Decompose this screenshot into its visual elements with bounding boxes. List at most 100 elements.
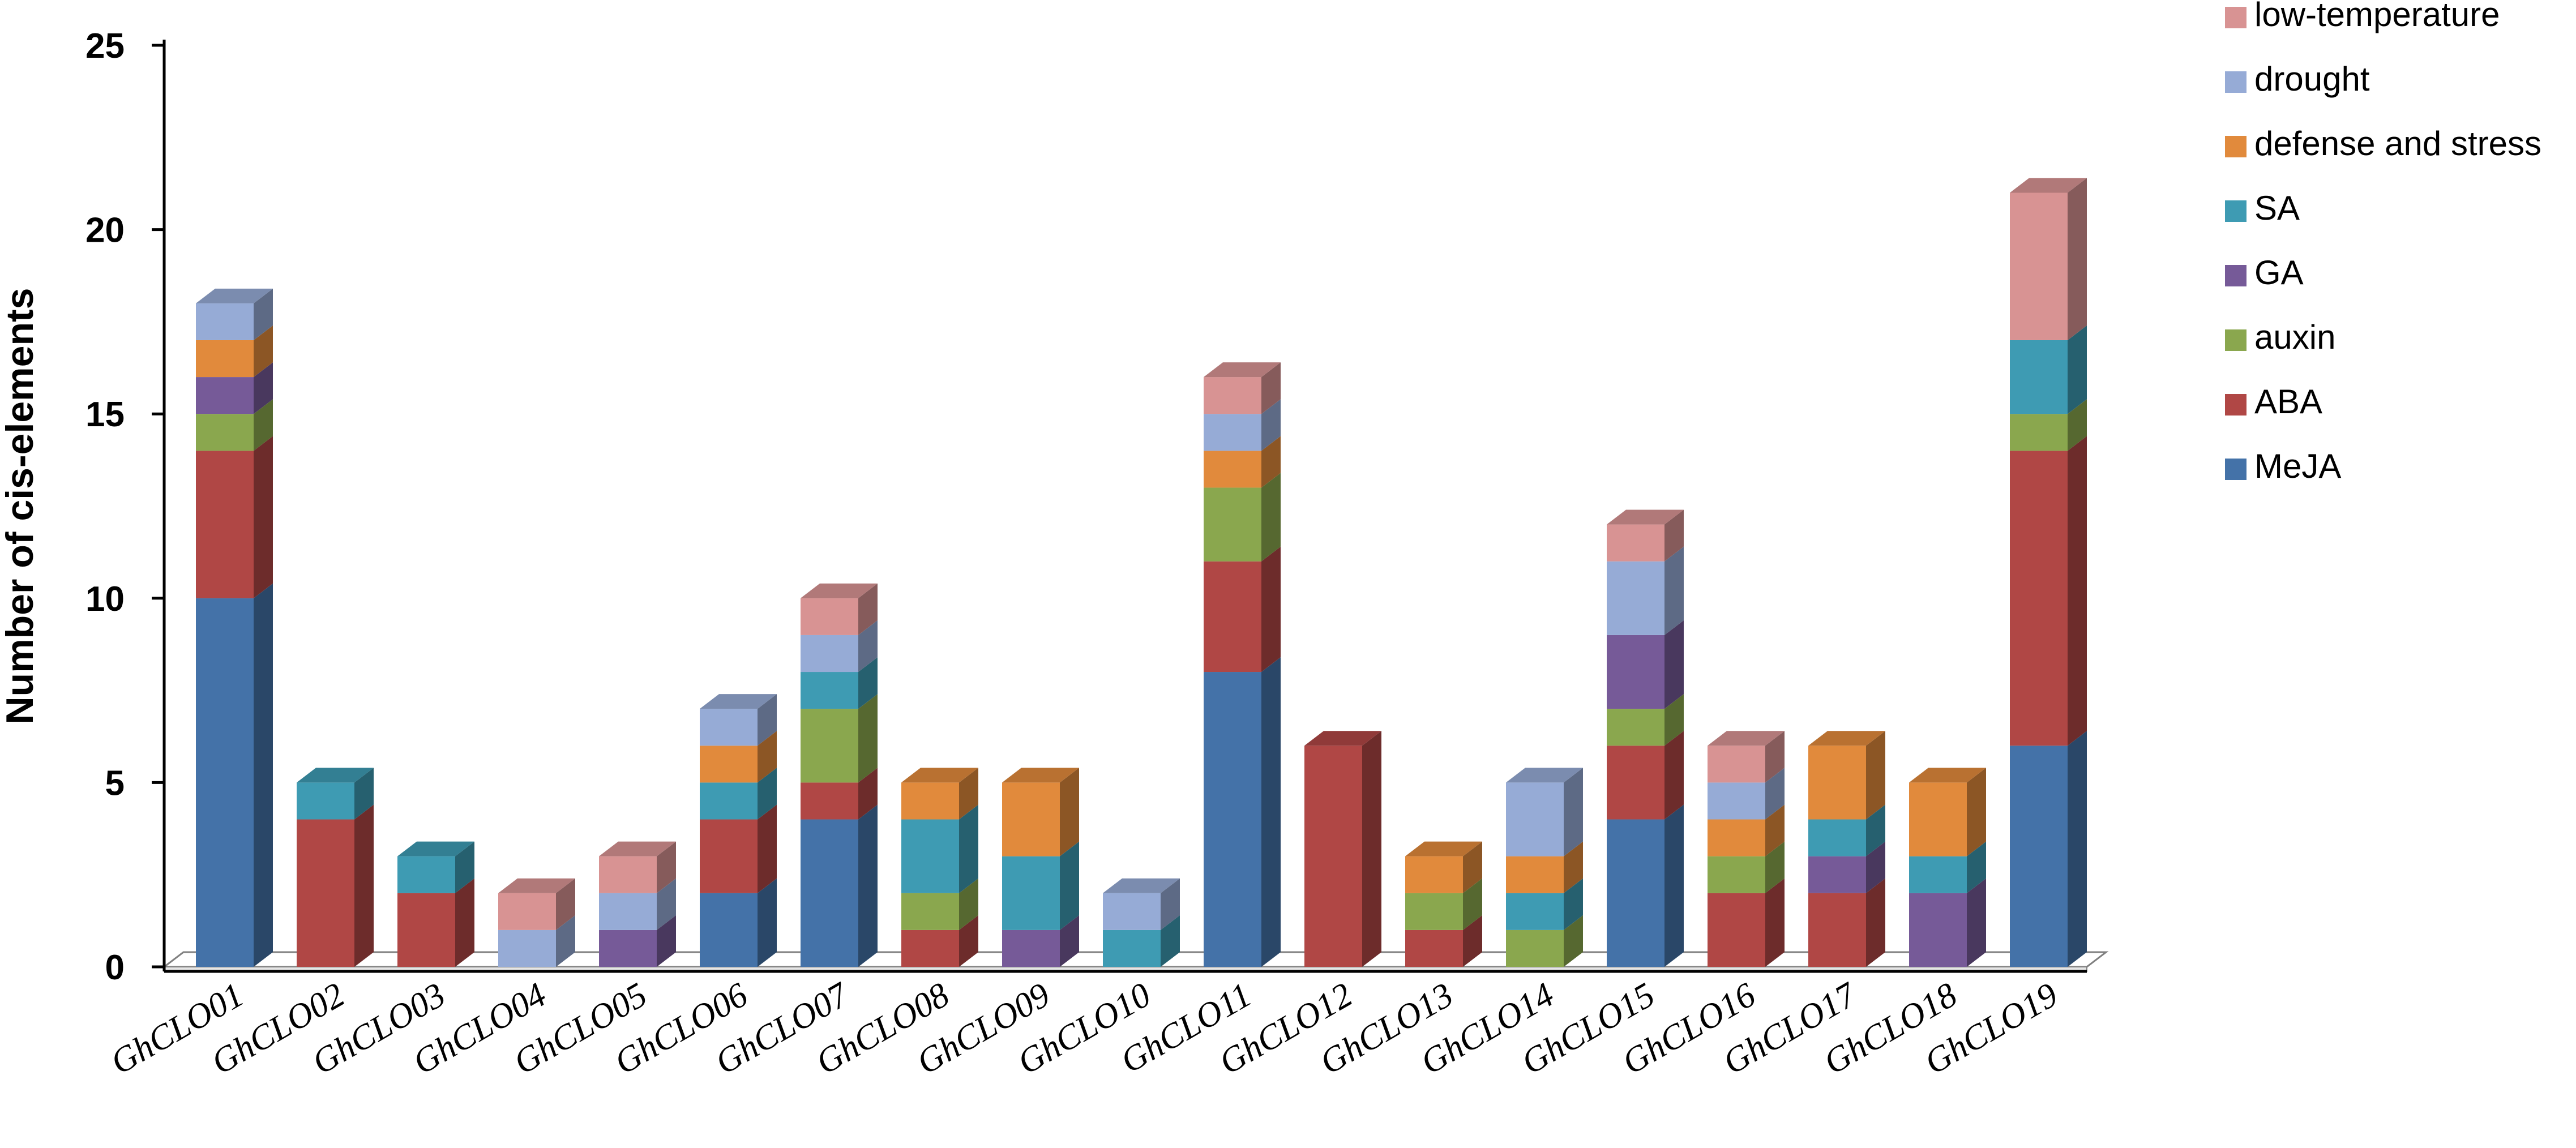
bar-segment-defense-and-stress — [1204, 451, 1261, 488]
bar-segment-ABA — [1204, 561, 1261, 672]
bar-segment-SA — [1506, 893, 1564, 930]
bar-stack-GhCLO02 — [297, 768, 374, 967]
bar-segment-top — [1002, 768, 1079, 783]
bar-segment-side — [858, 583, 878, 635]
bar-segment-defense-and-stress — [1808, 746, 1866, 820]
bar-segment-drought — [599, 893, 657, 930]
bar-segment-SA — [1002, 856, 1060, 930]
bar-segment-drought — [196, 303, 254, 340]
bar-segment-low-temperature — [498, 893, 556, 930]
legend-label: GA — [2254, 254, 2304, 292]
bar-segment-side — [758, 768, 777, 820]
bar-segment-side — [657, 878, 676, 930]
legend-label: SA — [2254, 189, 2300, 227]
bar-segment-top — [1808, 731, 1885, 746]
bar-segment-side — [1967, 841, 1986, 893]
y-tick-label: 25 — [85, 27, 125, 66]
bar-stack-GhCLO14 — [1506, 768, 1583, 967]
bar-segment-side — [254, 399, 273, 451]
bar-segment-drought — [1103, 893, 1161, 930]
bar-segment-side — [254, 362, 273, 414]
bar-segment-ABA — [2010, 451, 2068, 746]
bar-segment-side — [1664, 620, 1684, 709]
bar-stack-GhCLO07 — [801, 583, 878, 967]
bar-segment-side — [858, 768, 878, 820]
bar-segment-side — [1765, 731, 1785, 783]
bar-segment-ABA — [1708, 893, 1765, 967]
bar-segment-side — [858, 804, 878, 967]
bar-segment-SA — [1103, 929, 1161, 967]
bar-segment-auxin — [2010, 414, 2068, 451]
bar-segment-side — [254, 583, 273, 967]
bar-segment-auxin — [196, 414, 254, 451]
bar-segment-ABA — [397, 893, 455, 967]
bar-segment-side — [1161, 915, 1180, 967]
bar-segment-side — [1664, 509, 1684, 562]
bar-segment-side — [1261, 436, 1281, 488]
bar-segment-defense-and-stress — [1708, 819, 1765, 856]
bar-segment-SA — [700, 782, 758, 820]
bar-segment-side — [1060, 768, 1079, 856]
bar-segment-GA — [599, 929, 657, 967]
bar-segment-MeJA — [1607, 819, 1664, 967]
bar-segment-top — [196, 288, 273, 303]
bar-stack-GhCLO15 — [1607, 509, 1684, 967]
bar-stack-GhCLO18 — [1909, 768, 1986, 967]
bar-segment-top — [801, 583, 878, 598]
legend-swatch — [2225, 459, 2246, 480]
bar-segment-ABA — [297, 819, 354, 967]
y-axis-title: Number of cis-elements — [0, 288, 41, 725]
bar-stack-GhCLO16 — [1708, 731, 1785, 967]
bar-segment-drought — [1506, 782, 1564, 856]
legend-label: defense and stress — [2254, 125, 2541, 162]
bar-segment-top — [1204, 362, 1281, 378]
legend-label: low-temperature — [2254, 0, 2500, 33]
bar-segment-SA — [1909, 856, 1967, 893]
bar-segment-MeJA — [801, 819, 858, 967]
bar-stack-GhCLO17 — [1808, 731, 1885, 967]
bar-segment-side — [657, 841, 676, 893]
bar-segment-top — [498, 878, 575, 893]
bar-stack-GhCLO09 — [1002, 768, 1079, 967]
bar-segment-side — [1060, 841, 1079, 930]
bar-segment-auxin — [901, 893, 959, 930]
bar-segment-auxin — [801, 709, 858, 783]
bar-segment-side — [2068, 399, 2087, 451]
bar-segment-side — [657, 915, 676, 967]
bar-segment-top — [397, 841, 474, 856]
bar-segment-drought — [498, 929, 556, 967]
y-tick-label: 0 — [105, 948, 125, 987]
bar-segment-side — [1866, 841, 1885, 893]
bar-segment-defense-and-stress — [196, 340, 254, 378]
bar-segment-side — [1060, 915, 1079, 967]
bar-segment-side — [1664, 546, 1684, 635]
bar-segment-side — [959, 915, 978, 967]
bar-segment-SA — [1808, 819, 1866, 856]
bar-segment-low-temperature — [1708, 746, 1765, 783]
bar-stack-GhCLO03 — [397, 841, 474, 967]
bar-stack-GhCLO08 — [901, 768, 978, 967]
bar-segment-SA — [2010, 340, 2068, 414]
bar-segment-SA — [901, 819, 959, 893]
bar-segment-side — [758, 804, 777, 893]
bar-segment-low-temperature — [801, 598, 858, 635]
legend-swatch — [2225, 329, 2246, 351]
bar-segment-defense-and-stress — [901, 782, 959, 820]
bar-segment-ABA — [901, 929, 959, 967]
bar-segment-side — [1967, 768, 1986, 856]
bar-segment-top — [1103, 878, 1180, 893]
bar-segment-drought — [1204, 414, 1261, 451]
bar-segment-top — [901, 768, 978, 783]
bar-segment-SA — [297, 782, 354, 820]
bar-segment-side — [2068, 731, 2087, 967]
bar-segment-side — [858, 657, 878, 709]
bar-segment-low-temperature — [1204, 377, 1261, 414]
bar-segment-drought — [1607, 561, 1664, 635]
bar-segment-side — [1261, 362, 1281, 414]
chart-legend: low-temperature drought defense and stress… — [2225, 0, 2541, 485]
bar-segment-top — [1405, 841, 1482, 856]
bar-segment-side — [354, 804, 374, 967]
bar-segment-GA — [1909, 893, 1967, 967]
legend-swatch — [2225, 71, 2246, 93]
